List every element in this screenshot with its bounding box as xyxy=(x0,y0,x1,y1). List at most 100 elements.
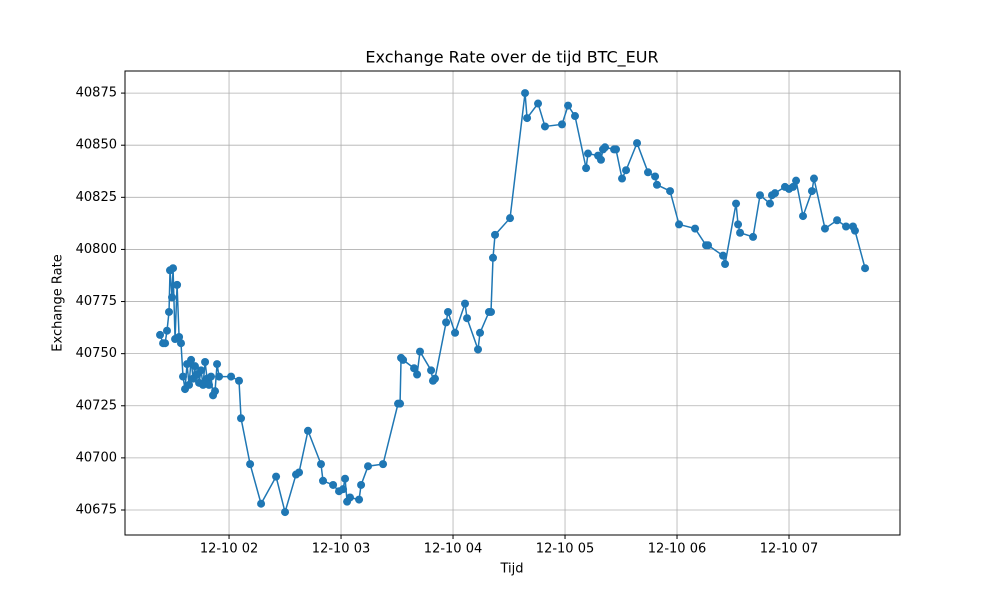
marker xyxy=(809,174,818,183)
marker xyxy=(491,230,500,239)
marker xyxy=(341,474,350,483)
marker xyxy=(431,374,439,383)
marker xyxy=(443,307,452,316)
marker xyxy=(596,155,605,164)
marker xyxy=(281,508,290,517)
marker xyxy=(820,224,829,233)
marker xyxy=(211,387,220,396)
marker xyxy=(675,220,684,229)
marker xyxy=(415,347,424,356)
marker xyxy=(807,187,816,196)
marker xyxy=(644,168,653,177)
marker xyxy=(721,260,730,269)
marker xyxy=(355,495,364,504)
y-tick-label: 40800 xyxy=(76,242,117,257)
marker xyxy=(413,370,422,379)
x-tick-label: 12-10 05 xyxy=(536,542,594,557)
marker xyxy=(749,232,758,241)
marker xyxy=(235,376,244,385)
marker xyxy=(652,180,661,189)
marker xyxy=(558,120,567,129)
marker xyxy=(583,149,592,158)
marker xyxy=(190,362,199,371)
y-tick-label: 40775 xyxy=(76,294,117,309)
marker xyxy=(199,380,208,389)
y-tick-label: 40825 xyxy=(76,190,117,205)
marker xyxy=(257,499,266,508)
marker xyxy=(474,345,483,354)
marker xyxy=(185,380,194,389)
marker xyxy=(534,99,543,108)
marker xyxy=(850,226,859,235)
marker xyxy=(168,293,177,302)
axes-frame xyxy=(124,70,901,536)
marker xyxy=(345,493,354,502)
marker xyxy=(771,189,780,198)
marker xyxy=(734,220,743,229)
y-tick-label: 40725 xyxy=(76,398,117,413)
marker xyxy=(622,166,631,175)
x-tick-label: 12-10 02 xyxy=(200,542,258,557)
marker xyxy=(570,112,579,121)
plot-area xyxy=(156,89,870,517)
marker xyxy=(651,172,660,181)
marker xyxy=(176,339,185,348)
marker xyxy=(719,251,728,260)
chart-title: Exchange Rate over de tijd BTC_EUR xyxy=(365,48,658,68)
marker xyxy=(396,399,405,408)
marker xyxy=(173,280,182,289)
marker xyxy=(399,355,408,364)
marker xyxy=(486,307,495,316)
marker xyxy=(476,328,485,337)
y-tick-label: 40750 xyxy=(76,346,117,361)
marker xyxy=(329,480,338,489)
marker xyxy=(213,360,222,369)
x-tick-label: 12-10 04 xyxy=(424,542,482,557)
marker xyxy=(489,253,498,262)
marker xyxy=(197,366,206,375)
marker xyxy=(165,307,174,316)
marker xyxy=(410,364,419,373)
marker xyxy=(357,480,366,489)
y-axis-label: Exchange Rate xyxy=(51,254,66,351)
marker xyxy=(207,372,216,381)
marker xyxy=(237,414,246,423)
marker xyxy=(461,299,470,308)
marker xyxy=(540,122,549,131)
marker xyxy=(246,460,255,469)
marker xyxy=(161,339,170,348)
x-tick-label: 12-10 06 xyxy=(648,542,706,557)
marker xyxy=(316,460,325,469)
marker xyxy=(523,114,532,123)
marker xyxy=(564,101,573,110)
marker xyxy=(162,326,171,335)
marker xyxy=(215,372,224,381)
x-axis-label: Tijd xyxy=(499,562,523,577)
marker xyxy=(789,182,798,191)
ticks: 12-10 02 12-10 03 12-10 04 12-10 05 12-10 06… xyxy=(76,86,819,557)
y-tick-label: 40675 xyxy=(76,502,117,517)
marker xyxy=(187,355,196,364)
marker xyxy=(204,380,213,389)
x-tick-label: 12-10 03 xyxy=(312,542,370,557)
marker xyxy=(442,318,451,327)
x-tick-label: 12-10 07 xyxy=(760,542,818,557)
marker xyxy=(861,264,870,273)
marker xyxy=(521,89,530,98)
marker xyxy=(379,460,388,469)
marker xyxy=(319,476,328,485)
marker xyxy=(582,164,591,173)
marker xyxy=(618,174,627,183)
marker xyxy=(704,241,713,250)
marker xyxy=(666,187,675,196)
marker xyxy=(765,199,774,208)
marker xyxy=(201,357,210,366)
marker xyxy=(792,176,801,185)
y-tick-label: 40850 xyxy=(76,138,117,153)
y-tick-label: 40700 xyxy=(76,450,117,465)
marker xyxy=(169,264,178,273)
marker xyxy=(451,328,460,337)
marker xyxy=(272,472,281,481)
marker xyxy=(506,214,515,223)
